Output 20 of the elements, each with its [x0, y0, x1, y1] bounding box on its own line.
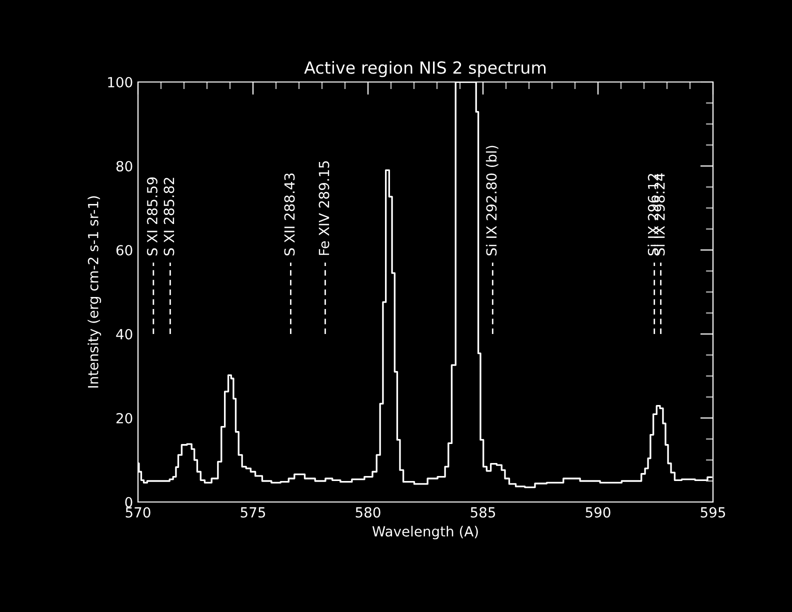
y-tick-label: 80	[116, 160, 132, 172]
x-axis-title: Wavelength (A)	[372, 526, 478, 540]
y-axis-title: Intensity (erg cm-2 s-1 sr-1)	[88, 196, 102, 388]
chart-title: Active region NIS 2 spectrum	[304, 61, 546, 78]
x-tick-label: 580	[356, 507, 380, 518]
ref-line-label: Si IX 292.80 (bl)	[486, 146, 498, 256]
ref-line-label: S XI 285.82	[164, 178, 174, 256]
x-tick-label: 595	[700, 507, 726, 518]
ref-line-label: S XII 288.43	[284, 173, 295, 256]
y-tick-label: 60	[116, 244, 132, 256]
ref-line-label: Fe XIV 289.15	[318, 161, 330, 255]
x-tick-label: 570	[126, 507, 150, 518]
y-tick-label: 100	[108, 76, 132, 88]
y-tick-label: 0	[125, 496, 132, 508]
x-tick-label: 575	[240, 507, 266, 518]
x-tick-label: 585	[470, 507, 496, 518]
y-tick-label: 40	[116, 328, 132, 340]
x-tick-label: 590	[586, 507, 610, 518]
ref-line-label: S XI 285.59	[146, 177, 158, 256]
y-tick-label: 20	[116, 412, 132, 424]
